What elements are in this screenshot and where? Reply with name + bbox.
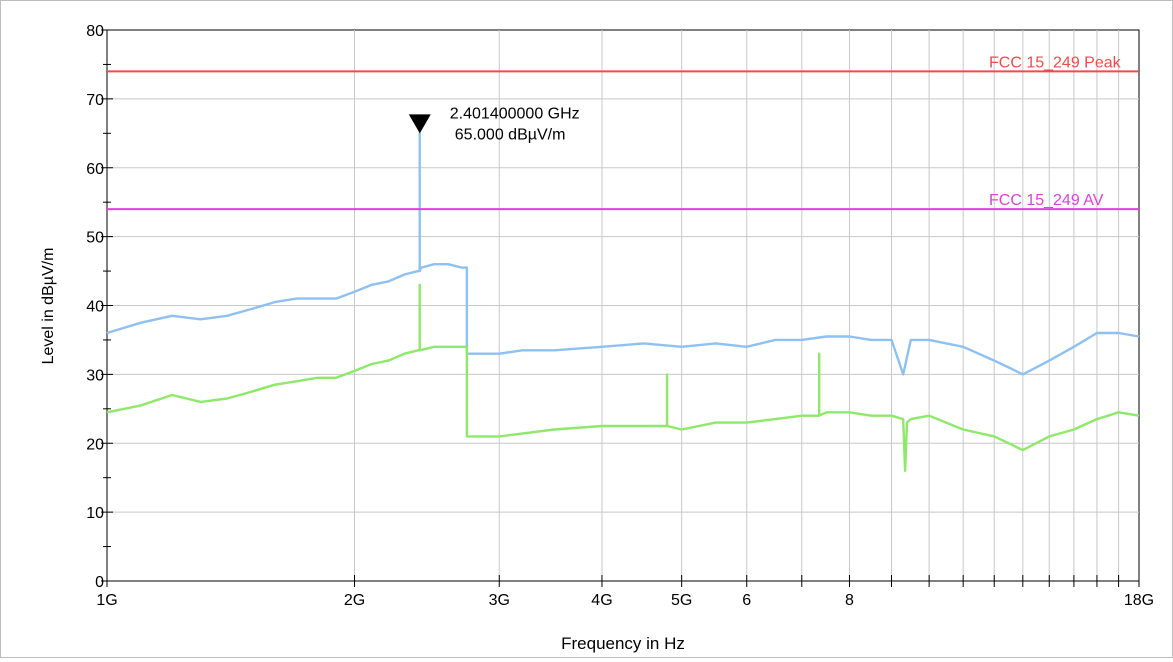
y-axis-label: Level in dBµV/m: [40, 248, 57, 365]
x-tick-label: 1G: [96, 592, 117, 609]
y-tick-label: 20: [86, 436, 104, 453]
y-tick-label: 50: [86, 230, 104, 247]
x-tick-label: 3G: [489, 592, 510, 609]
y-tick-label: 10: [86, 505, 104, 522]
limit-line-label: FCC 15_249 AV: [989, 192, 1104, 209]
series-layer: [106, 132, 1140, 472]
limit-line-label: FCC 15_249 Peak: [989, 54, 1122, 71]
axis-ticks: 0 10 20 30 40 50 60 70 80 1G 2G 3G 4G 5G 6 8 18G: [86, 23, 1154, 609]
y-tick-label: 30: [86, 367, 104, 384]
y-tick-label: 40: [86, 299, 104, 316]
marker-layer: 2.401400000 GHz 65.000 dBµV/m: [408, 105, 580, 143]
trace-peak: [106, 132, 1140, 376]
y-tick-label: 0: [95, 574, 104, 591]
grid-lines: [107, 30, 1139, 581]
marker-frequency-label: 2.401400000 GHz: [450, 105, 580, 122]
x-tick-label: 18G: [1124, 592, 1154, 609]
x-tick-label: 5G: [671, 592, 692, 609]
y-tick-label: 80: [86, 23, 104, 40]
x-tick-label: 2G: [344, 592, 365, 609]
y-tick-label: 60: [86, 161, 104, 178]
marker-triangle-icon: [408, 114, 431, 134]
trace-average: [106, 283, 1140, 472]
x-axis-label: Frequency in Hz: [561, 634, 685, 653]
x-tick-label: 4G: [591, 592, 612, 609]
limit-lines: FCC 15_249 Peak FCC 15_249 AV: [107, 54, 1139, 211]
y-tick-label: 70: [86, 92, 104, 109]
x-tick-label: 8: [845, 592, 854, 609]
marker-level-label: 65.000 dBµV/m: [455, 126, 566, 143]
x-tick-label: 6: [742, 592, 751, 609]
